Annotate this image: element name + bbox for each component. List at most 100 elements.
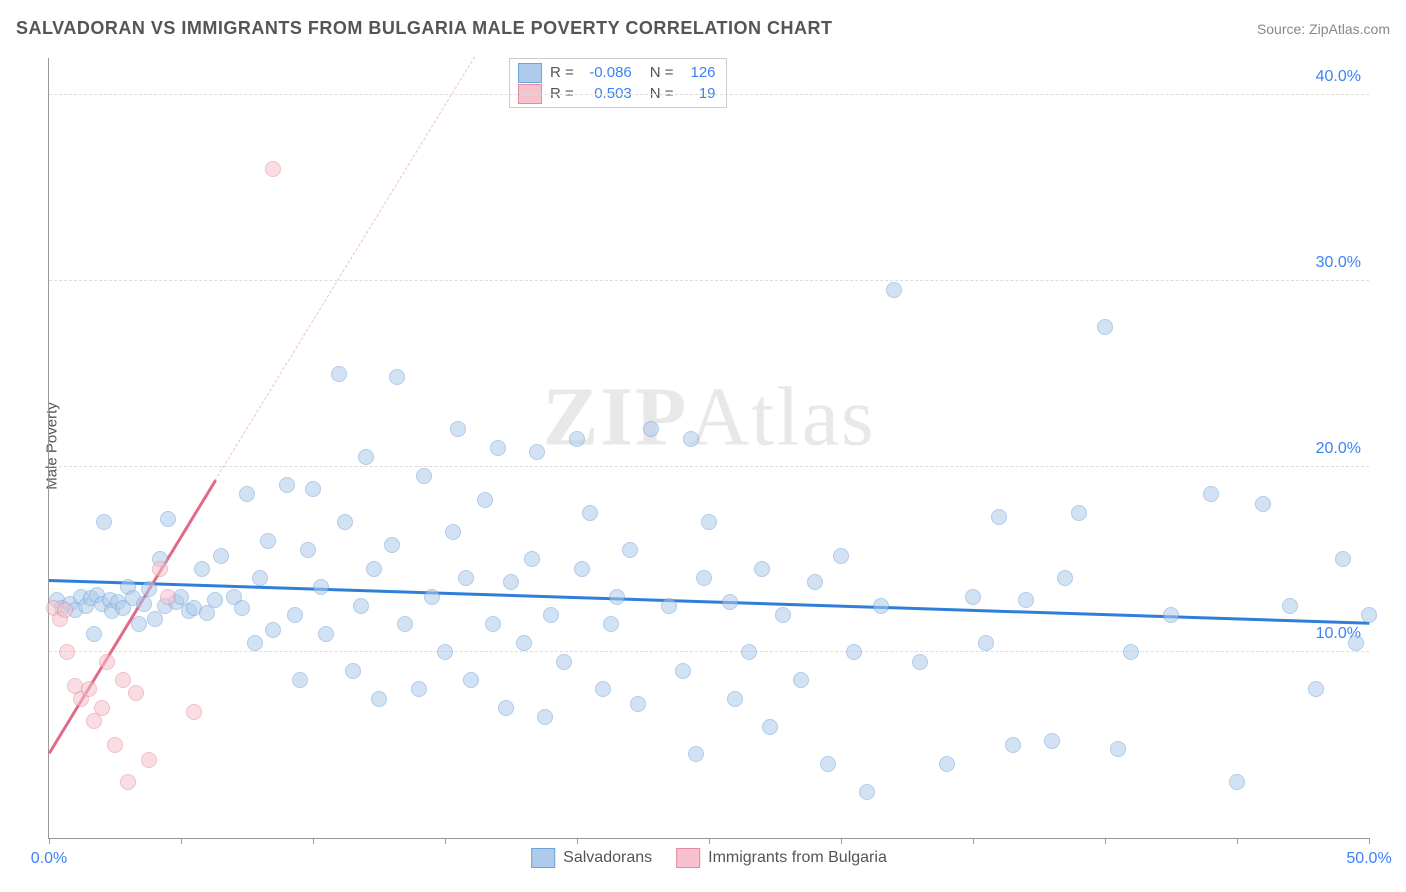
data-point <box>820 756 836 772</box>
x-tick-mark <box>181 838 182 844</box>
data-point <box>485 616 501 632</box>
data-point <box>741 644 757 660</box>
data-point <box>529 444 545 460</box>
data-point <box>1123 644 1139 660</box>
data-point <box>279 477 295 493</box>
y-tick-label: 40.0% <box>1316 68 1361 86</box>
chart-container: SALVADORAN VS IMMIGRANTS FROM BULGARIA M… <box>0 0 1406 892</box>
x-tick-mark <box>49 838 50 844</box>
data-point <box>141 752 157 768</box>
data-point <box>978 635 994 651</box>
data-point <box>57 602 73 618</box>
data-point <box>160 511 176 527</box>
data-point <box>358 449 374 465</box>
gridline <box>49 651 1369 652</box>
data-point <box>331 366 347 382</box>
data-point <box>287 607 303 623</box>
data-point <box>609 589 625 605</box>
data-point <box>622 542 638 558</box>
data-point <box>450 421 466 437</box>
data-point <box>1110 741 1126 757</box>
stat-n-label: N = <box>650 62 674 83</box>
data-point <box>569 431 585 447</box>
data-point <box>1361 607 1377 623</box>
data-point <box>59 644 75 660</box>
data-point <box>1203 486 1219 502</box>
data-point <box>1255 496 1271 512</box>
data-point <box>234 600 250 616</box>
y-tick-label: 30.0% <box>1316 254 1361 272</box>
data-point <box>81 681 97 697</box>
data-point <box>131 616 147 632</box>
data-point <box>152 561 168 577</box>
data-point <box>141 581 157 597</box>
data-point <box>265 161 281 177</box>
x-tick-mark <box>1105 838 1106 844</box>
data-point <box>912 654 928 670</box>
title-bar: SALVADORAN VS IMMIGRANTS FROM BULGARIA M… <box>16 18 1390 39</box>
data-point <box>136 596 152 612</box>
data-point <box>1163 607 1179 623</box>
data-point <box>239 486 255 502</box>
data-point <box>389 369 405 385</box>
x-tick-mark <box>841 838 842 844</box>
gridline <box>49 94 1369 95</box>
y-tick-label: 20.0% <box>1316 440 1361 458</box>
data-point <box>516 635 532 651</box>
data-point <box>86 626 102 642</box>
legend-item: Salvadorans <box>531 848 652 868</box>
data-point <box>775 607 791 623</box>
data-point <box>366 561 382 577</box>
data-point <box>213 548 229 564</box>
data-point <box>873 598 889 614</box>
stats-row: R =-0.086N =126 <box>518 62 716 83</box>
x-tick-label: 0.0% <box>31 850 67 868</box>
data-point <box>503 574 519 590</box>
legend-label: Salvadorans <box>563 849 652 867</box>
data-point <box>727 691 743 707</box>
data-point <box>463 672 479 688</box>
data-point <box>793 672 809 688</box>
data-point <box>595 681 611 697</box>
data-point <box>688 746 704 762</box>
data-point <box>1005 737 1021 753</box>
data-point <box>397 616 413 632</box>
data-point <box>582 505 598 521</box>
data-point <box>128 685 144 701</box>
data-point <box>1335 551 1351 567</box>
data-point <box>252 570 268 586</box>
data-point <box>437 644 453 660</box>
source-label: Source: ZipAtlas.com <box>1257 21 1390 37</box>
data-point <box>416 468 432 484</box>
data-point <box>207 592 223 608</box>
data-point <box>1044 733 1060 749</box>
legend-item: Immigrants from Bulgaria <box>676 848 887 868</box>
regression-line <box>215 57 475 481</box>
data-point <box>762 719 778 735</box>
data-point <box>722 594 738 610</box>
data-point <box>94 700 110 716</box>
data-point <box>807 574 823 590</box>
data-point <box>556 654 572 670</box>
data-point <box>292 672 308 688</box>
data-point <box>186 704 202 720</box>
stat-r-label: R = <box>550 62 574 83</box>
x-tick-mark <box>313 838 314 844</box>
data-point <box>371 691 387 707</box>
watermark: ZIPAtlas <box>542 368 875 465</box>
data-point <box>1229 774 1245 790</box>
stat-n-value: 126 <box>682 62 716 83</box>
data-point <box>683 431 699 447</box>
data-point <box>498 700 514 716</box>
data-point <box>300 542 316 558</box>
data-point <box>1097 319 1113 335</box>
data-point <box>477 492 493 508</box>
data-point <box>701 514 717 530</box>
data-point <box>353 598 369 614</box>
data-point <box>147 611 163 627</box>
data-point <box>696 570 712 586</box>
data-point <box>458 570 474 586</box>
data-point <box>1018 592 1034 608</box>
data-point <box>96 514 112 530</box>
x-tick-label: 50.0% <box>1346 850 1391 868</box>
